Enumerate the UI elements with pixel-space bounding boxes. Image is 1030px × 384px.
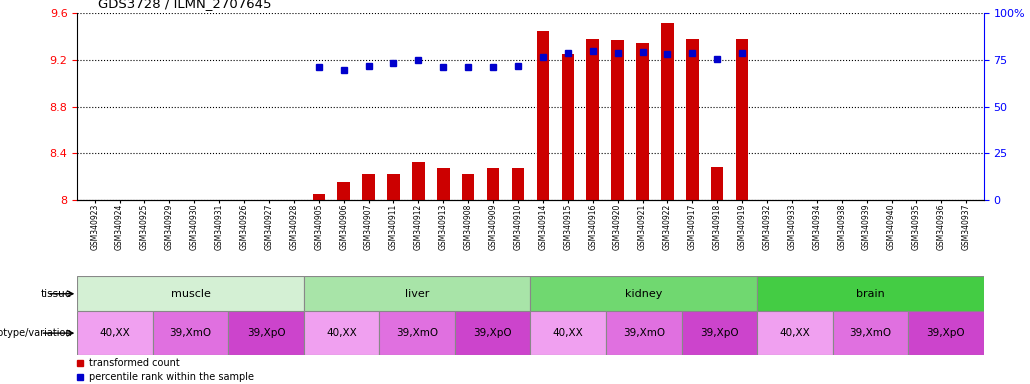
Bar [437, 168, 449, 200]
Text: 39,XmO: 39,XmO [170, 328, 211, 338]
Bar [77, 311, 152, 355]
Text: brain: brain [856, 289, 885, 299]
Text: liver: liver [405, 289, 430, 299]
Bar [412, 162, 424, 200]
Bar [686, 39, 698, 200]
Text: tissue: tissue [41, 289, 72, 299]
Bar [338, 182, 350, 200]
Bar [530, 311, 606, 355]
Bar [363, 174, 375, 200]
Bar [229, 311, 304, 355]
Text: muscle: muscle [171, 289, 210, 299]
Text: 39,XmO: 39,XmO [850, 328, 891, 338]
Bar [152, 311, 229, 355]
Text: kidney: kidney [625, 289, 662, 299]
Bar [612, 40, 624, 200]
Bar [586, 39, 598, 200]
Bar [637, 43, 649, 200]
Text: 39,XpO: 39,XpO [927, 328, 965, 338]
Bar [711, 167, 723, 200]
Text: 39,XpO: 39,XpO [247, 328, 285, 338]
Bar [661, 23, 674, 200]
Bar [487, 168, 500, 200]
Text: GDS3728 / ILMN_2707645: GDS3728 / ILMN_2707645 [98, 0, 271, 10]
Text: 40,XX: 40,XX [100, 328, 131, 338]
Text: 39,XpO: 39,XpO [474, 328, 512, 338]
Text: genotype/variation: genotype/variation [0, 328, 72, 338]
Bar [530, 276, 757, 311]
Bar [757, 276, 984, 311]
Bar [312, 194, 325, 200]
Bar [682, 311, 757, 355]
Bar [908, 311, 984, 355]
Bar [832, 311, 908, 355]
Bar [455, 311, 530, 355]
Text: 39,XpO: 39,XpO [700, 328, 739, 338]
Bar [561, 54, 574, 200]
Text: 40,XX: 40,XX [327, 328, 357, 338]
Text: transformed count: transformed count [90, 358, 180, 368]
Text: percentile rank within the sample: percentile rank within the sample [90, 372, 254, 382]
Bar [462, 174, 475, 200]
Text: 40,XX: 40,XX [780, 328, 811, 338]
Bar [606, 311, 682, 355]
Bar [512, 168, 524, 200]
Bar [735, 39, 749, 200]
Bar [77, 276, 304, 311]
Bar [304, 311, 379, 355]
Text: 40,XX: 40,XX [553, 328, 584, 338]
Bar [304, 276, 530, 311]
Bar [757, 311, 832, 355]
Text: 39,XmO: 39,XmO [397, 328, 438, 338]
Text: 39,XmO: 39,XmO [623, 328, 664, 338]
Bar [537, 31, 549, 200]
Bar [387, 174, 400, 200]
Bar [379, 311, 455, 355]
